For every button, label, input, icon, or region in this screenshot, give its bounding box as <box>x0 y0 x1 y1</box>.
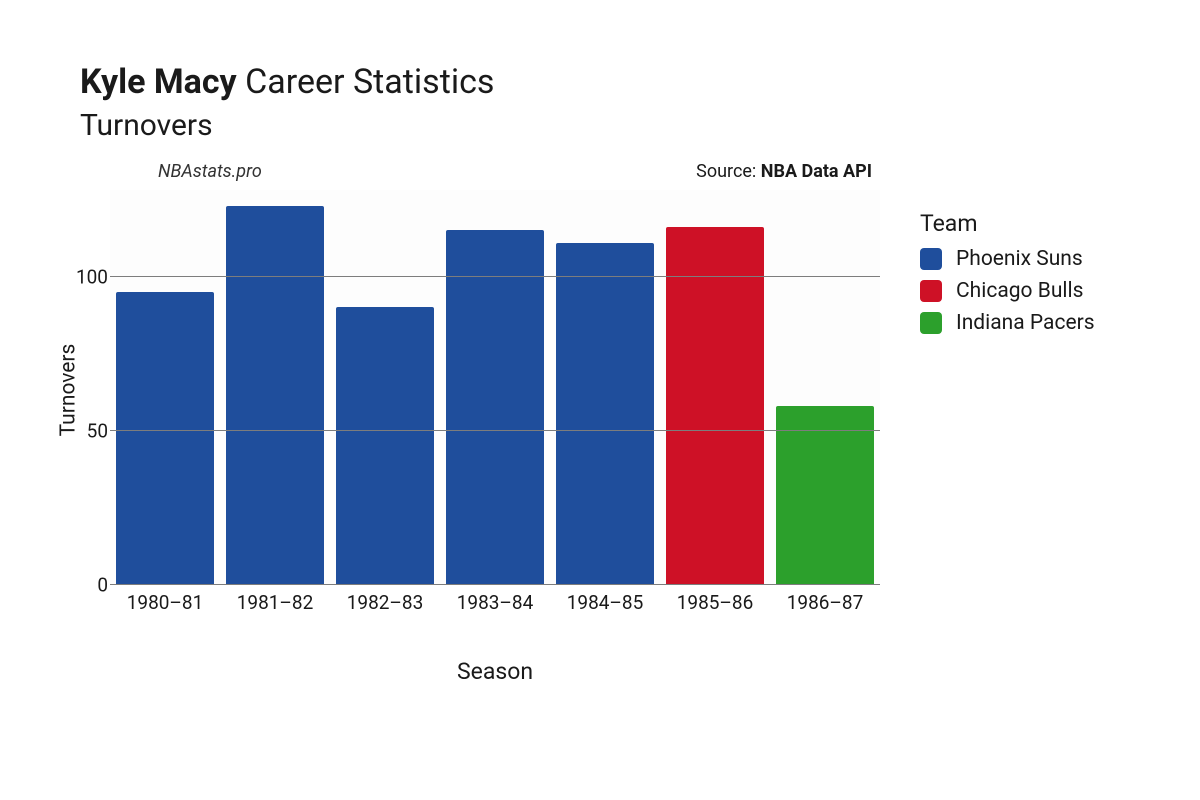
source-prefix: Source: <box>696 161 761 182</box>
legend-item: Phoenix Suns <box>920 247 1095 271</box>
x-tick-label: 1986–87 <box>770 587 880 617</box>
legend-swatch <box>920 280 942 302</box>
grid-region <box>110 190 880 585</box>
plot-area: NBAstats.pro Source: NBA Data API 050100… <box>80 165 880 615</box>
player-name: Kyle Macy <box>80 62 237 102</box>
bar <box>666 227 764 585</box>
legend-items: Phoenix Suns Chicago Bulls Indiana Pacers <box>920 247 1095 335</box>
legend-item: Indiana Pacers <box>920 311 1095 335</box>
bar <box>446 230 544 585</box>
legend: Team Phoenix Suns Chicago Bulls Indiana Pa… <box>920 210 1095 343</box>
legend-label: Indiana Pacers <box>956 311 1095 335</box>
bar-slot <box>660 190 770 585</box>
legend-swatch <box>920 248 942 270</box>
bar-slot <box>440 190 550 585</box>
site-attribution: NBAstats.pro <box>158 161 262 182</box>
x-tick-label: 1985–86 <box>660 587 770 617</box>
title-suffix: Career Statistics <box>245 62 494 102</box>
x-axis-ticks: 1980–811981–821982–831983–841984–851985–… <box>110 587 880 617</box>
legend-label: Chicago Bulls <box>956 279 1083 303</box>
source-name: NBA Data API <box>761 161 872 182</box>
chart-title-metric: Turnovers <box>80 106 1160 145</box>
y-tick-label: 0 <box>68 574 108 597</box>
bar-slot <box>110 190 220 585</box>
x-tick-label: 1980–81 <box>110 587 220 617</box>
x-tick-label: 1981–82 <box>220 587 330 617</box>
chart-container: Kyle Macy Career Statistics Turnovers NB… <box>0 0 1200 800</box>
x-tick-label: 1984–85 <box>550 587 660 617</box>
chart-title-line1: Kyle Macy Career Statistics <box>80 60 1160 104</box>
bar-slot <box>330 190 440 585</box>
x-tick-label: 1983–84 <box>440 587 550 617</box>
legend-swatch <box>920 312 942 334</box>
chart-title-block: Kyle Macy Career Statistics Turnovers <box>80 60 1160 145</box>
x-tick-label: 1982–83 <box>330 587 440 617</box>
x-axis-label: Season <box>110 658 880 685</box>
gridline <box>110 430 880 431</box>
bar-slot <box>220 190 330 585</box>
bar-slot <box>770 190 880 585</box>
y-axis-label: Turnovers <box>56 344 80 437</box>
attribution-row: NBAstats.pro Source: NBA Data API <box>80 161 880 182</box>
bar-slot <box>550 190 660 585</box>
bar <box>226 206 324 586</box>
bar <box>776 406 874 585</box>
bar <box>556 243 654 586</box>
legend-label: Phoenix Suns <box>956 247 1083 271</box>
legend-title: Team <box>920 210 1095 237</box>
gridline <box>110 276 880 277</box>
bar <box>116 292 214 585</box>
y-tick-label: 100 <box>68 265 108 288</box>
legend-item: Chicago Bulls <box>920 279 1095 303</box>
bar <box>336 307 434 585</box>
source-attribution: Source: NBA Data API <box>696 161 872 182</box>
bars-layer <box>110 190 880 585</box>
gridline <box>110 584 880 585</box>
